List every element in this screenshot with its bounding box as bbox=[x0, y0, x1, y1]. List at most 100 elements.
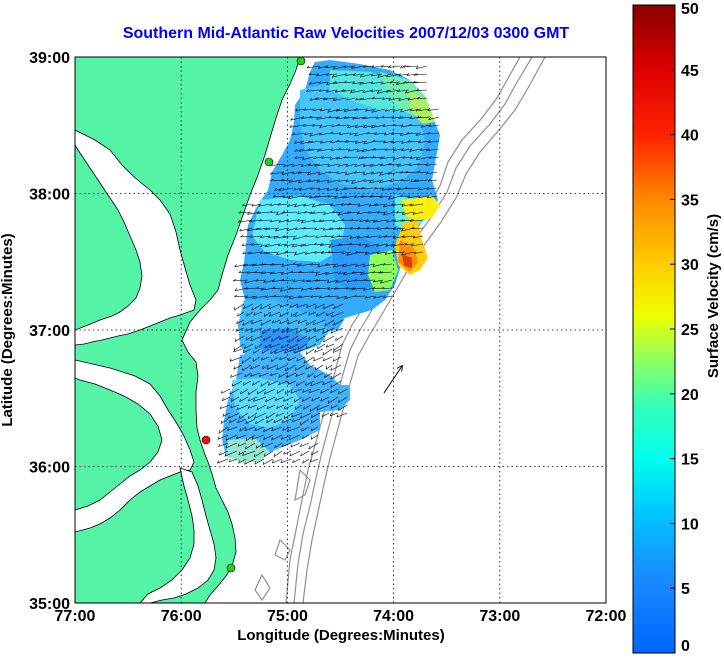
velocity-vector bbox=[248, 251, 262, 255]
velocity-vector-head bbox=[322, 352, 324, 356]
velocity-vector bbox=[255, 343, 263, 349]
velocity-vector-head bbox=[279, 313, 281, 317]
velocity-vector-head bbox=[290, 270, 294, 273]
velocity-vector bbox=[311, 450, 319, 456]
velocity-vector-head bbox=[409, 203, 413, 207]
colorbar-tick-label: 5 bbox=[681, 581, 690, 598]
velocity-vector bbox=[310, 404, 321, 412]
velocity-vector-head bbox=[294, 140, 297, 144]
velocity-vector bbox=[322, 380, 333, 386]
velocity-vector bbox=[289, 343, 299, 350]
velocity-vector-head bbox=[338, 399, 340, 403]
velocity-vector-head bbox=[373, 279, 376, 283]
velocity-vector bbox=[353, 73, 365, 76]
velocity-vector bbox=[337, 163, 348, 167]
velocity-vector-head bbox=[234, 264, 237, 267]
velocity-vector bbox=[392, 251, 406, 254]
velocity-vector bbox=[371, 108, 386, 113]
velocity-vector-head bbox=[244, 286, 248, 290]
velocity-vector-head bbox=[222, 413, 225, 417]
velocity-vector-head bbox=[330, 140, 333, 144]
velocity-vector-head bbox=[386, 74, 389, 78]
velocity-vector-head bbox=[348, 242, 352, 245]
velocity-vector bbox=[407, 195, 420, 199]
velocity-vector-head bbox=[233, 278, 236, 282]
velocity-vector bbox=[383, 295, 393, 298]
velocity-vector-head bbox=[373, 186, 377, 190]
velocity-vector-head bbox=[263, 337, 265, 341]
velocity-vector bbox=[256, 388, 267, 395]
velocity-vector bbox=[307, 171, 321, 176]
velocity-vector bbox=[361, 187, 375, 190]
velocity-vector-head bbox=[238, 210, 242, 214]
velocity-vector-head bbox=[263, 391, 266, 395]
x-axis-label: Longitude (Degrees:Minutes) bbox=[237, 627, 445, 644]
velocity-vector bbox=[322, 227, 334, 231]
velocity-vector bbox=[343, 156, 359, 159]
velocity-vector bbox=[266, 418, 274, 424]
velocity-vector-head bbox=[333, 305, 336, 309]
velocity-vector bbox=[411, 243, 424, 247]
velocity-vector bbox=[336, 124, 350, 126]
velocity-vector bbox=[218, 426, 229, 434]
velocity-vector-head bbox=[270, 350, 272, 354]
velocity-vector bbox=[267, 235, 280, 238]
velocity-vector-head bbox=[236, 435, 238, 439]
velocity-vector-head bbox=[222, 397, 224, 401]
velocity-vector bbox=[322, 303, 335, 310]
velocity-vector bbox=[364, 295, 375, 299]
velocity-vector bbox=[392, 108, 404, 112]
velocity-vector-head bbox=[269, 344, 272, 348]
velocity-vector bbox=[282, 195, 294, 199]
velocity-vector bbox=[318, 65, 329, 69]
velocity-vector bbox=[276, 251, 289, 256]
velocity-vector bbox=[333, 263, 348, 268]
velocity-vector bbox=[336, 116, 350, 120]
velocity-vector bbox=[294, 396, 303, 403]
velocity-vector bbox=[345, 163, 357, 167]
velocity-vector bbox=[242, 348, 252, 354]
velocity-vector bbox=[310, 426, 319, 432]
velocity-vector-head bbox=[370, 89, 374, 92]
velocity-vector-head bbox=[289, 304, 292, 308]
velocity-vector-head bbox=[295, 108, 298, 112]
velocity-vector-head bbox=[248, 415, 250, 419]
x-tick-label: 77:00 bbox=[55, 608, 96, 625]
velocity-vector-head bbox=[230, 405, 233, 409]
velocity-vector-head bbox=[354, 195, 357, 198]
velocity-vector bbox=[426, 187, 438, 190]
velocity-vector-head bbox=[320, 140, 323, 144]
velocity-vector bbox=[264, 251, 280, 254]
velocity-vector bbox=[344, 81, 356, 83]
velocity-vector-head bbox=[295, 367, 297, 371]
velocity-vector-head bbox=[318, 132, 322, 136]
velocity-vector-head bbox=[301, 163, 304, 167]
velocity-vector bbox=[396, 211, 406, 214]
velocity-vector-head bbox=[254, 427, 257, 431]
velocity-vector bbox=[264, 388, 276, 395]
velocity-vector bbox=[305, 343, 317, 350]
velocity-vector-head bbox=[343, 80, 347, 83]
velocity-vector bbox=[283, 412, 294, 420]
x-tick-label: 76:00 bbox=[161, 608, 202, 625]
velocity-vector bbox=[291, 418, 301, 423]
velocity-vector-head bbox=[281, 419, 284, 423]
velocity-vector bbox=[302, 458, 310, 464]
velocity-vector-head bbox=[311, 398, 314, 402]
velocity-vector bbox=[329, 412, 339, 417]
velocity-vector bbox=[238, 219, 253, 223]
velocity-vector-head bbox=[278, 219, 281, 223]
velocity-vector-head bbox=[419, 148, 423, 151]
velocity-vector-head bbox=[400, 194, 403, 197]
velocity-vector-head bbox=[412, 211, 415, 215]
velocity-vector-head bbox=[234, 288, 238, 291]
velocity-vector bbox=[250, 364, 261, 370]
velocity-vector bbox=[312, 108, 323, 111]
velocity-vector bbox=[313, 356, 324, 362]
velocity-vector-head bbox=[426, 186, 429, 190]
velocity-vector-head bbox=[315, 272, 318, 276]
velocity-vector bbox=[316, 179, 330, 183]
velocity-vector-head bbox=[333, 322, 335, 326]
velocity-vector-head bbox=[288, 436, 291, 440]
velocity-vector-head bbox=[245, 337, 248, 341]
